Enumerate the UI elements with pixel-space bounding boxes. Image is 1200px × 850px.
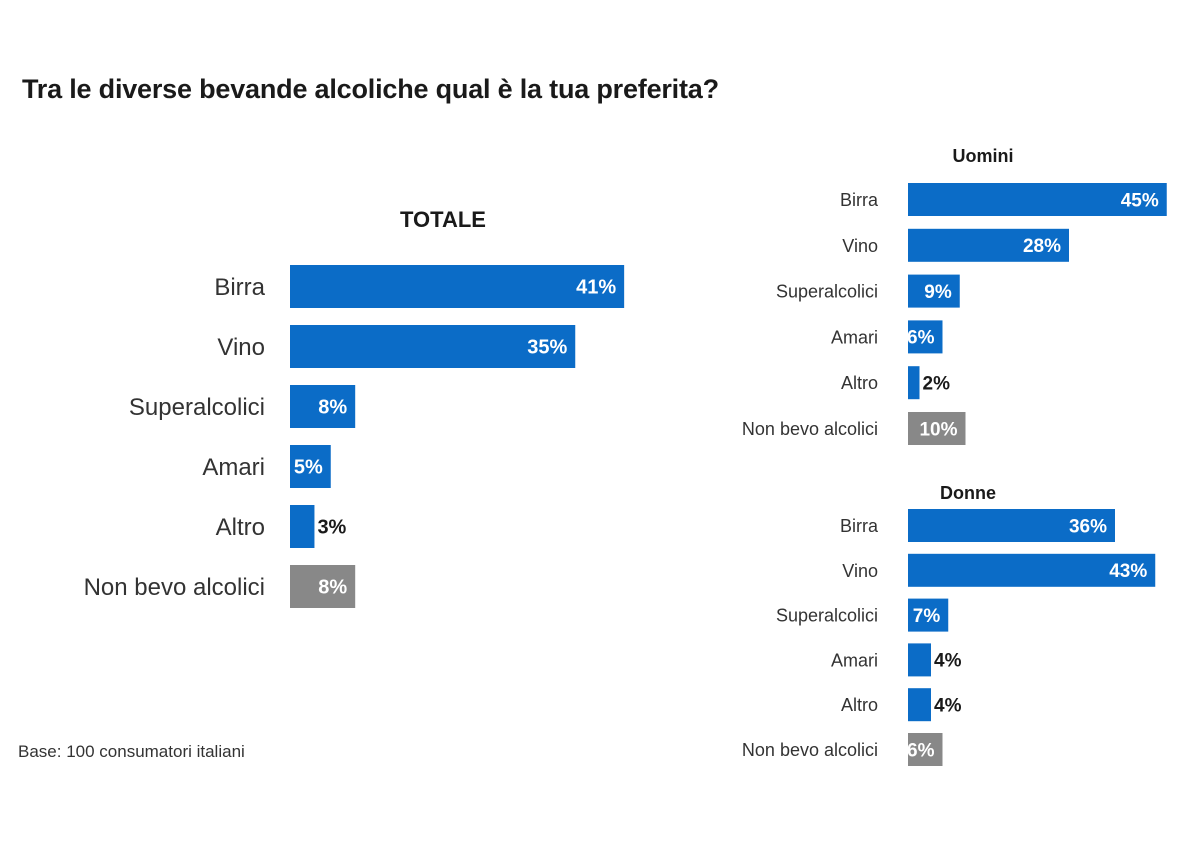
totale-value-label: 35%	[527, 337, 567, 359]
uomini-value-label: 9%	[924, 282, 952, 303]
donne-value-label: 7%	[913, 606, 941, 627]
totale-category-label: Birra	[214, 274, 265, 301]
uomini-value-label: 28%	[1023, 236, 1061, 257]
totale-bar	[290, 385, 356, 428]
donne-category-label: Superalcolici	[776, 606, 878, 626]
donne-category-label: Altro	[841, 695, 878, 715]
uomini-bar	[908, 412, 966, 445]
donne-bar	[908, 733, 943, 766]
donne-bar	[908, 688, 931, 722]
uomini-bar	[908, 320, 943, 354]
donne-bar	[908, 509, 1115, 542]
uomini-category-label: Vino	[842, 236, 878, 256]
uomini-bar	[908, 228, 1069, 262]
donne-value-label: 6%	[907, 740, 935, 761]
donne-category-label: Non bevo alcolici	[742, 740, 878, 760]
donne-panel-title: Donne	[940, 483, 996, 503]
uomini-category-label: Amari	[831, 327, 878, 347]
footnote: Base: 100 consumatori italiani	[18, 742, 245, 761]
donne-value-label: 36%	[1069, 516, 1107, 537]
uomini-value-label: 10%	[919, 419, 957, 440]
uomini-category-label: Altro	[841, 373, 878, 393]
totale-category-label: Altro	[216, 514, 265, 541]
totale-value-label: 5%	[294, 457, 323, 479]
uomini-category-label: Birra	[840, 190, 879, 210]
donne-value-label: 4%	[934, 696, 962, 717]
totale-value-label: 8%	[318, 577, 347, 599]
donne-value-label: 4%	[934, 651, 962, 672]
uomini-value-label: 2%	[923, 374, 951, 395]
totale-bar	[290, 565, 356, 608]
totale-category-label: Non bevo alcolici	[84, 574, 265, 601]
donne-value-label: 43%	[1109, 561, 1147, 582]
donne-category-label: Amari	[831, 650, 878, 670]
donne-bar	[908, 553, 1156, 587]
uomini-bar	[908, 366, 920, 400]
uomini-value-label: 45%	[1121, 190, 1159, 211]
uomini-bar	[908, 274, 960, 308]
totale-bar	[290, 445, 331, 488]
totale-category-label: Amari	[202, 454, 265, 481]
totale-panel-title: TOTALE	[400, 207, 486, 232]
totale-value-label: 3%	[317, 517, 346, 539]
uomini-category-label: Non bevo alcolici	[742, 419, 878, 439]
donne-bar	[908, 598, 949, 632]
donne-category-label: Vino	[842, 561, 878, 581]
uomini-panel-title: Uomini	[953, 146, 1014, 166]
totale-bar	[290, 505, 315, 548]
chart-title: Tra le diverse bevande alcoliche qual è …	[22, 74, 719, 104]
totale-bar	[290, 265, 625, 308]
uomini-value-label: 6%	[907, 328, 935, 349]
donne-category-label: Birra	[840, 516, 879, 536]
totale-value-label: 8%	[318, 397, 347, 419]
donne-bar	[908, 643, 931, 677]
uomini-bar	[908, 183, 1167, 216]
totale-value-label: 41%	[576, 277, 616, 299]
uomini-category-label: Superalcolici	[776, 282, 878, 302]
totale-bar	[290, 325, 576, 368]
totale-category-label: Vino	[217, 334, 265, 361]
totale-category-label: Superalcolici	[129, 394, 265, 421]
